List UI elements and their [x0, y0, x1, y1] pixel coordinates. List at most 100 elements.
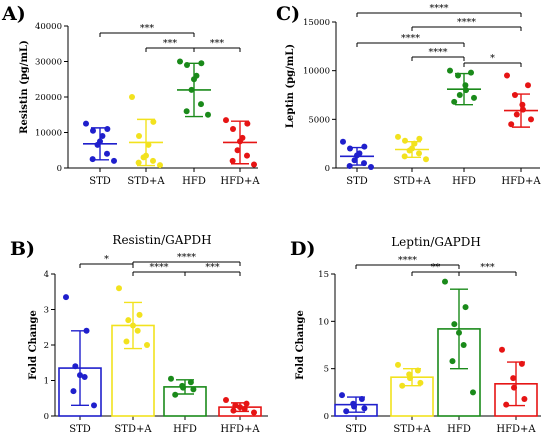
panel-a-data-point: [140, 154, 147, 161]
panel-a-data-point: [129, 94, 135, 100]
panel-b-letter: B): [10, 238, 35, 260]
panel-c-data-point: [462, 82, 469, 89]
panel-a-data-point: [244, 152, 250, 159]
panel-c-y-axis-label: Leptin (pg/mL): [285, 44, 296, 128]
panel-c-data-point: [513, 111, 520, 118]
panel-a-x-tick-label: STD: [89, 176, 111, 187]
panel-c-x-tick-label: HFD: [452, 176, 476, 187]
panel-c-x-tick-label: STD: [346, 176, 368, 187]
panel-d-x-tick-label: HFD+A: [496, 424, 536, 435]
panel-b-sig-label: ****: [177, 252, 196, 263]
panel-a-data-point: [83, 120, 89, 127]
panel-b-x-tick-label: HFD: [173, 424, 197, 435]
panel-b-sig-label: ****: [150, 262, 169, 273]
panel-c-data-point: [401, 153, 408, 160]
panel-d-y-axis-label: Fold Change: [295, 310, 306, 380]
panel-c-sig-label: *: [490, 53, 495, 64]
panel-b-y-tick-label: 2: [44, 341, 49, 351]
panel-a-y-tick-label: 10000: [35, 129, 62, 139]
panel-a-sig-label: ***: [210, 38, 225, 49]
panel-b-sig-label: *: [104, 254, 109, 265]
panel-d-data-point: [521, 395, 528, 402]
panel-b-data-point: [241, 405, 248, 412]
panel-d-data-point: [518, 360, 525, 367]
panel-b-y-tick-label: 3: [44, 306, 49, 316]
panel-b-data-point: [168, 375, 174, 382]
panel-d-sig-label: ***: [480, 262, 495, 273]
panel-a-data-point: [177, 58, 183, 65]
panel-c-sig-label: ****: [401, 33, 420, 44]
panel-c-data-point: [354, 152, 360, 159]
panel-a-data-point: [150, 157, 156, 164]
panel-c-y-tick-label: 0: [325, 164, 330, 174]
panel-b-data-point: [77, 372, 83, 379]
panel-c-data-point: [504, 72, 510, 79]
panel-d-data-point: [462, 304, 469, 311]
panel-a-sig-label: ***: [140, 23, 155, 34]
panel-b-x-tick-label: STD+A: [114, 424, 152, 435]
panel-d-title: Leptin/GAPDH: [391, 235, 481, 249]
panel-c-data-point: [402, 137, 408, 144]
panel-b-data-point: [70, 388, 77, 395]
panel-b-y-tick-label: 0: [44, 412, 49, 422]
panel-c-x-tick-label: STD+A: [393, 176, 431, 187]
panel-d-data-point: [503, 401, 510, 408]
panel-c-data-point: [447, 67, 453, 74]
panel-a-data-point: [223, 117, 229, 124]
panel-c-data-point: [346, 163, 353, 170]
panel-b-data-point: [237, 404, 243, 411]
panel-b-data-point: [123, 338, 130, 345]
panel-b-data-point: [230, 407, 237, 414]
panel-d: D) Leptin/GAPDH Fold Change 0 5 10 15 STD STD…: [290, 235, 541, 435]
panel-d-y-tick-label: 10: [318, 317, 329, 327]
panel-d-data-point: [395, 361, 401, 368]
panel-b-y-axis-label: Fold Change: [28, 310, 39, 380]
panel-d-x-tick-label: STD+A: [393, 424, 431, 435]
panel-d-sig-label: **: [431, 262, 441, 273]
panel-d-letter: D): [290, 238, 315, 260]
panel-b-data-point: [243, 400, 250, 407]
panel-a-data-point: [251, 161, 257, 168]
panel-b-data-point: [251, 409, 257, 416]
panel-b-data-point: [63, 294, 69, 301]
panel-b-data-point: [130, 322, 136, 329]
panel-a-y-tick-label: 30000: [35, 58, 62, 68]
panel-a-data-point: [237, 138, 243, 145]
panel-a-data-point: [111, 157, 117, 164]
panel-c-data-point: [463, 87, 469, 94]
panel-d-data-point: [470, 389, 476, 396]
panel-a-y-tick-label: 0: [57, 164, 62, 174]
panel-a-data-point: [104, 125, 111, 132]
panel-a-data-point: [230, 125, 236, 132]
panel-d-y-tick-label: 5: [324, 365, 329, 375]
panel-a-x-tick-label: HFD+A: [220, 176, 260, 187]
panel-c-y-tick-label: 10000: [303, 67, 330, 77]
panel-a-data-point: [89, 156, 96, 163]
panel-d-data-point: [499, 346, 505, 353]
panel-d-x-tick-label: STD: [345, 424, 367, 435]
panel-b-y-tick-label: 1: [44, 377, 49, 387]
panel-d-y-tick-label: 0: [324, 412, 329, 422]
panel-c-data-point: [361, 143, 368, 150]
panel-c-data-point: [351, 157, 358, 164]
panel-b-x-tick-label: HFD+A: [220, 424, 260, 435]
panel-a-data-point: [188, 86, 195, 93]
panel-c-sig-label: ****: [429, 47, 448, 58]
panel-c-data-point: [519, 101, 526, 108]
panel-a-data-point: [234, 147, 241, 154]
panel-a-sig-label: ***: [163, 38, 178, 49]
panel-b-data-point: [91, 402, 97, 409]
panel-c-data-point: [528, 116, 534, 123]
panel-d-data-point: [449, 358, 456, 365]
panel-c-data-point: [368, 164, 374, 171]
panel-d-data-point: [351, 403, 358, 410]
panel-a-data-point: [183, 108, 190, 115]
panel-c-data-point: [508, 121, 515, 128]
panel-b-data-point: [134, 327, 141, 334]
panel-c-sig-label: ****: [457, 17, 476, 28]
panel-d-data-point: [511, 384, 518, 391]
panel-a-data-point: [229, 157, 236, 164]
panel-c-y-tick-label: 5000: [308, 115, 330, 125]
panel-b-title: Resistin/GAPDH: [112, 233, 211, 247]
